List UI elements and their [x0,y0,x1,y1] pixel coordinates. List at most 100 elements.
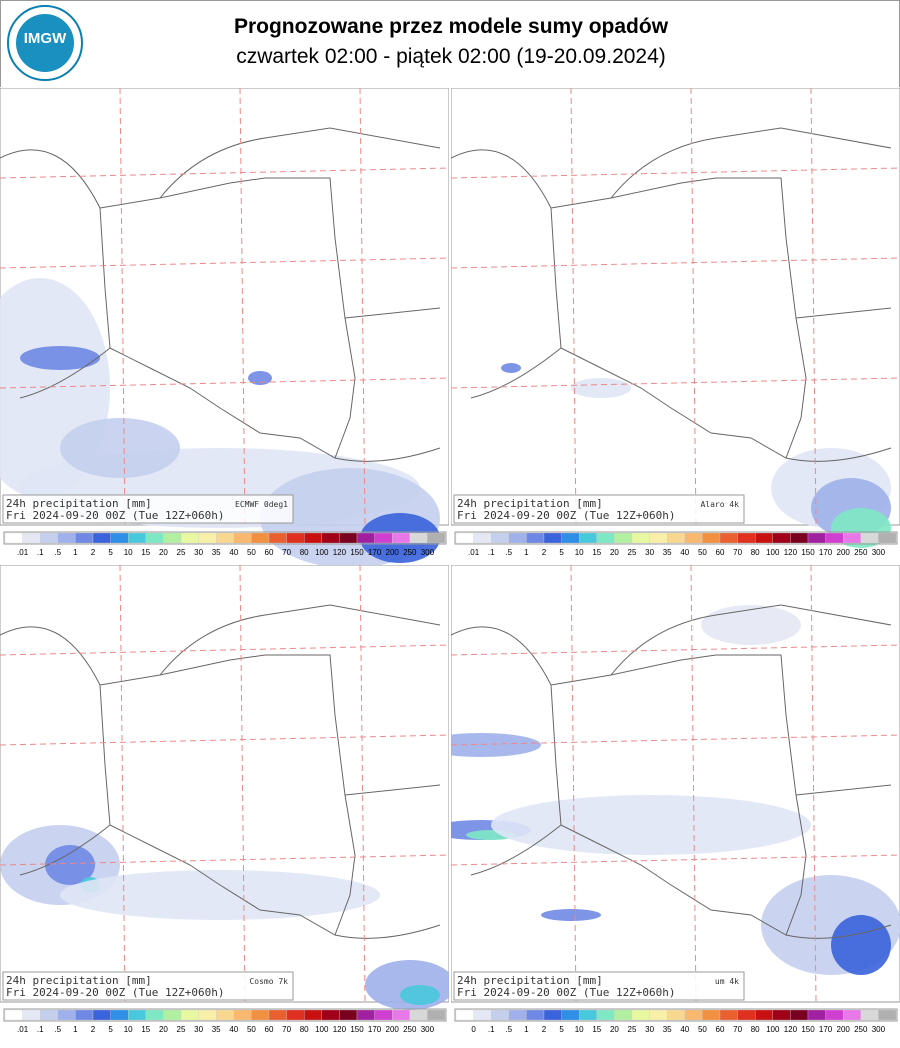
run-info: Fri 2024-09-20 00Z (Tue 12Z+060h) [457,986,676,999]
precip-area [571,378,631,398]
colorbar-label: .1 [488,1025,495,1034]
colorbar-swatch [57,532,76,544]
colorbar-label: 200 [386,548,400,557]
colorbar-swatch [579,532,597,544]
precip-area [451,733,541,757]
precip-area [831,915,891,975]
colorbar-label: 30 [194,1025,203,1034]
colorbar-label: 70 [282,548,291,557]
colorbar-label: 250 [403,548,417,557]
colorbar-label: 170 [368,548,382,557]
colorbar-swatch [198,1009,217,1021]
colorbar-swatch [508,532,527,544]
colorbar-swatch [737,1009,756,1021]
colorbar-swatch [339,1009,358,1021]
colorbar-label: 300 [872,1025,886,1034]
colorbar-label: 40 [229,1025,238,1034]
country-border [19,784,441,939]
colorbar-label: 5 [108,1025,113,1034]
colorbar-label: 60 [265,1025,274,1034]
country-border [550,177,807,459]
colorbar-label: 40 [680,1025,689,1034]
colorbar-swatch [684,1009,703,1021]
precip-area [248,371,272,385]
colorbar-swatch [233,532,252,544]
colorbar-swatch [614,532,633,544]
colorbar-label: 10 [575,1025,584,1034]
colorbar-frame [3,531,447,545]
colorbar-label: 50 [247,548,256,557]
graticule [0,644,449,656]
precip-label: 24h precipitation [mm] [6,974,152,987]
coastline [451,127,892,209]
colorbar-label: 5 [559,548,564,557]
graticule [451,377,900,389]
graticule [239,565,246,1003]
coastline [0,604,441,686]
colorbar-swatch [374,1009,393,1021]
precip-area [45,845,95,885]
colorbar-label: 35 [212,1025,221,1034]
colorbar-swatch [667,1009,685,1021]
colorbar-swatch [807,532,826,544]
colorbar-label: 250 [854,548,868,557]
colorbar-swatch [110,532,129,544]
map: 24h precipitation [mm] Cosmo 7k Fri 2024-0… [0,565,449,1034]
colorbar-label: 10 [575,548,584,557]
colorbar-label: .1 [37,1025,44,1034]
colorbar-label: 60 [716,1025,725,1034]
colorbar-label: 2 [91,1025,96,1034]
logo: IMGW [7,5,83,81]
colorbar-swatch [427,1009,446,1021]
colorbar-label: 150 [801,548,815,557]
colorbar-swatch [473,532,492,544]
colorbar-swatch [304,532,322,544]
colorbar-swatch [40,532,58,544]
colorbar-label: 80 [751,548,760,557]
colorbar-swatch [772,532,791,544]
model-name: um 4k [715,977,739,986]
colorbar-label: 30 [194,548,203,557]
colorbar-label: 5 [108,548,113,557]
colorbar-swatch [75,1009,94,1021]
graticule [0,377,449,389]
colorbar-swatch [427,532,446,544]
colorbar-label: 50 [698,548,707,557]
run-info: Fri 2024-09-20 00Z (Tue 12Z+060h) [457,509,676,522]
graticule [451,167,900,179]
colorbar-swatch [216,1009,234,1021]
colorbar-swatch [526,532,545,544]
precip-area [501,363,521,373]
colorbar-swatch [40,1009,58,1021]
map: 24h precipitation [mm] ECMWF 0deg1 Fri 202… [0,88,449,565]
colorbar-label: 30 [645,548,654,557]
colorbar-swatch [843,532,861,544]
colorbar-label: .5 [505,548,512,557]
colorbar-swatch [596,532,615,544]
colorbar-swatch [526,1009,545,1021]
colorbar-label: 30 [645,1025,654,1034]
colorbar-label: .01 [468,548,480,557]
colorbar-swatch [92,1009,111,1021]
colorbar-label: 120 [333,548,347,557]
colorbar-swatch [473,1009,492,1021]
colorbar-label: .01 [17,548,29,557]
colorbar-swatch [251,1009,270,1021]
colorbar-swatch [878,532,897,544]
country-border [470,784,892,939]
graticule [0,734,449,746]
graticule [451,644,900,656]
colorbar-swatch [860,532,879,544]
colorbar-swatch [409,1009,428,1021]
colorbar-label: 150 [350,548,364,557]
colorbar-swatch [878,1009,897,1021]
colorbar-swatch [702,532,721,544]
colorbar-swatch [667,532,685,544]
precip-area [400,985,440,1005]
colorbar-swatch [321,1009,340,1021]
colorbar-swatch [216,532,234,544]
colorbar-swatch [128,1009,146,1021]
colorbar-swatch [392,532,410,544]
colorbar-swatch [684,532,703,544]
colorbar-label: 120 [784,548,798,557]
